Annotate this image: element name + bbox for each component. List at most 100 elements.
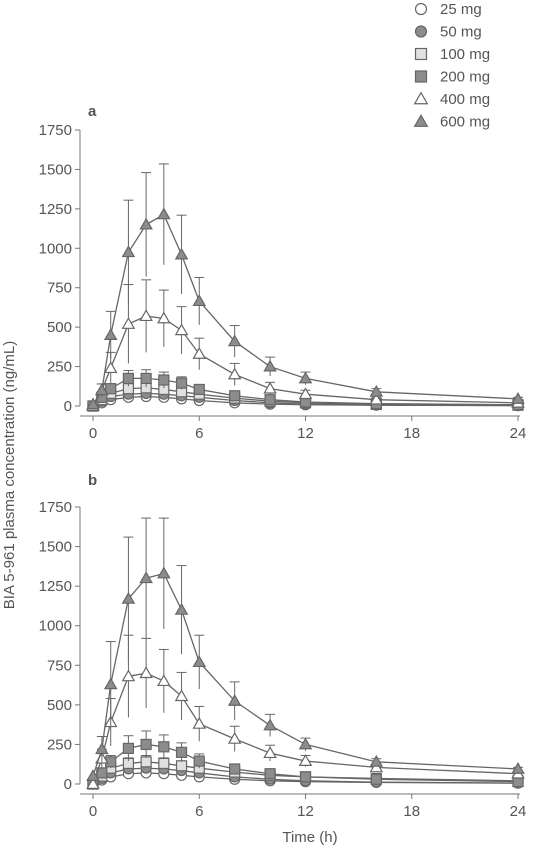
legend-label-200-mg: 200 mg xyxy=(440,69,490,86)
data-point xyxy=(175,377,188,389)
data-point xyxy=(174,323,189,336)
legend-label-25-mg: 25 mg xyxy=(440,1,482,18)
data-point xyxy=(175,746,188,758)
legend-label-600-mg: 600 mg xyxy=(440,114,490,131)
data-point xyxy=(229,390,241,402)
data-point xyxy=(157,207,171,220)
legend-marker-25-mg xyxy=(414,2,428,16)
data-point xyxy=(263,359,277,372)
data-point xyxy=(103,328,118,340)
series-200-mg xyxy=(87,730,524,790)
data-point xyxy=(139,666,153,679)
y-axis-title: BIA 5-961 plasma concentration (ng/mL) xyxy=(1,341,18,609)
data-point xyxy=(227,693,242,706)
y-tick-label: 500 xyxy=(47,319,72,336)
series-400-mg xyxy=(86,279,525,411)
x-tick-label: 0 xyxy=(89,425,97,442)
legend-marker-200-mg xyxy=(414,70,428,83)
data-point xyxy=(86,769,100,781)
x-tick-label: 12 xyxy=(297,425,314,442)
data-point xyxy=(511,391,525,404)
data-point xyxy=(298,387,313,400)
data-point xyxy=(140,372,152,384)
data-point xyxy=(369,754,384,767)
data-point xyxy=(103,361,118,374)
data-point xyxy=(227,334,242,347)
data-point xyxy=(192,655,207,668)
x-axis-title: Time (h) xyxy=(282,829,337,846)
x-tick-label: 12 xyxy=(297,803,314,820)
legend-label-50-mg: 50 mg xyxy=(440,24,482,41)
y-tick-label: 500 xyxy=(47,697,72,714)
y-tick-label: 1750 xyxy=(39,499,72,516)
x-tick-label: 24 xyxy=(510,425,527,442)
data-point xyxy=(103,677,118,690)
x-tick-label: 6 xyxy=(195,425,203,442)
data-point xyxy=(263,718,277,731)
data-point xyxy=(193,755,205,767)
data-point xyxy=(227,367,242,380)
legend-marker-400-mg xyxy=(413,91,429,105)
x-tick-label: 18 xyxy=(403,425,420,442)
y-tick-label: 250 xyxy=(47,736,72,753)
data-point xyxy=(298,737,313,750)
data-point xyxy=(121,317,136,329)
y-tick-label: 1500 xyxy=(39,539,72,556)
legend-label-100-mg: 100 mg xyxy=(440,46,490,63)
data-point xyxy=(158,741,170,753)
data-point xyxy=(192,294,207,307)
data-point xyxy=(227,731,242,744)
y-tick-label: 250 xyxy=(47,359,72,376)
series-line xyxy=(92,672,519,785)
data-point xyxy=(158,374,170,386)
data-point xyxy=(192,346,207,359)
data-point xyxy=(157,566,171,579)
series-600-mg xyxy=(86,517,525,781)
data-point xyxy=(175,760,188,772)
legend-label-400-mg: 400 mg xyxy=(440,91,490,108)
panel-label: b xyxy=(88,472,97,489)
x-tick-label: 24 xyxy=(510,803,527,820)
y-tick-label: 0 xyxy=(64,398,72,415)
data-point xyxy=(369,392,384,405)
data-point xyxy=(139,309,153,322)
x-tick-label: 6 xyxy=(195,803,203,820)
data-point xyxy=(95,742,109,755)
data-point xyxy=(264,768,276,780)
data-point xyxy=(370,773,382,785)
data-point xyxy=(140,738,152,751)
y-tick-label: 0 xyxy=(64,776,72,793)
data-point xyxy=(158,757,170,770)
panel-a: a 0 250 500 750 1000 1250 1500 1750 0 6 12 18 24 xyxy=(39,103,527,442)
data-point xyxy=(105,383,117,395)
data-point xyxy=(95,383,109,396)
data-point xyxy=(121,591,136,604)
data-point xyxy=(157,311,171,324)
legend-marker-50-mg xyxy=(414,25,428,38)
y-tick-label: 1500 xyxy=(39,161,72,178)
data-point xyxy=(298,371,313,384)
data-point xyxy=(192,716,207,729)
panel-b: b 0 250 500 750 1000 1250 1500 1750 0 6 12 18 24 xyxy=(39,472,527,820)
series-400-mg xyxy=(86,634,525,789)
series-600-mg xyxy=(86,163,525,410)
data-point xyxy=(139,217,153,230)
data-point xyxy=(140,756,152,768)
data-point xyxy=(122,372,135,384)
y-tick-label: 1250 xyxy=(39,578,72,595)
y-tick-label: 1750 xyxy=(39,122,72,139)
x-tick-label: 18 xyxy=(403,803,420,820)
data-point xyxy=(121,245,136,258)
data-point xyxy=(139,571,153,584)
data-point xyxy=(229,763,241,775)
data-point xyxy=(86,397,100,410)
legend-marker-100-mg xyxy=(414,47,428,61)
data-point xyxy=(263,746,277,759)
data-point xyxy=(157,674,171,687)
data-point xyxy=(369,384,384,397)
y-tick-label: 1250 xyxy=(39,201,72,218)
data-point xyxy=(86,777,100,789)
data-point xyxy=(299,771,312,783)
legend: 25 mg 50 mg 100 mg 200 mg 400 mg 600 mg xyxy=(413,1,490,131)
